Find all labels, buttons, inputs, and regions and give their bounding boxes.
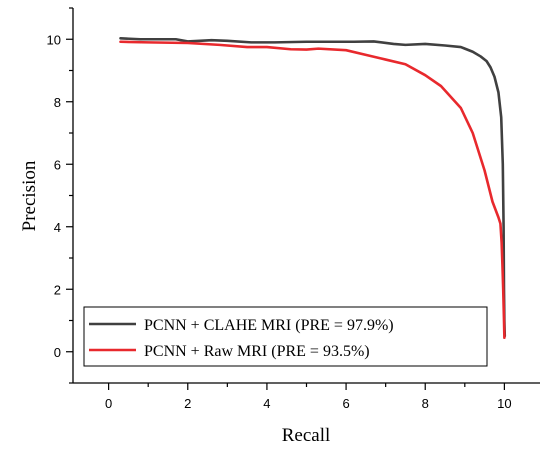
- x-tick-label: 4: [263, 396, 270, 411]
- y-tick-label: 4: [54, 220, 61, 235]
- y-tick-label: 2: [54, 282, 61, 297]
- legend-box: [83, 306, 488, 367]
- x-tick-label: 6: [342, 396, 349, 411]
- axes-layer: 0 2 4 6 8 10 0 2 4 6 8 10: [47, 7, 540, 411]
- x-tick-label: 8: [422, 396, 429, 411]
- y-tick-label: 0: [54, 345, 61, 360]
- x-tick-label: 10: [497, 396, 511, 411]
- series-line-1: [119, 37, 507, 338]
- x-tick-label: 2: [184, 396, 191, 411]
- y-tick-label: 10: [47, 32, 61, 47]
- y-tick-label: 6: [54, 157, 61, 172]
- series-line-2: [119, 40, 506, 339]
- x-tick-label: 0: [105, 396, 112, 411]
- y-axis-title: Precision: [19, 160, 40, 231]
- legend-label-1: PCNN + CLAHE MRI (PRE = 97.9%): [144, 317, 394, 334]
- x-axis-title: Recall: [282, 425, 331, 446]
- series-layer: [119, 37, 507, 339]
- legend: PCNN + CLAHE MRI (PRE = 97.9%) PCNN + Raw…: [83, 306, 488, 367]
- legend-label-2: PCNN + Raw MRI (PRE = 93.5%): [144, 343, 370, 360]
- y-tick-label: 8: [54, 95, 61, 110]
